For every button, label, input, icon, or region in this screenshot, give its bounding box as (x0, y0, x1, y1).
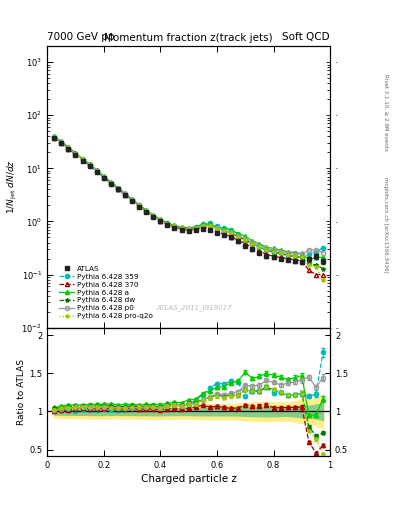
Text: mcplots.cern.ch [arXiv:1306.3436]: mcplots.cern.ch [arXiv:1306.3436] (383, 178, 388, 273)
Legend: ATLAS, Pythia 6.428 359, Pythia 6.428 370, Pythia 6.428 a, Pythia 6.428 dw, Pyth: ATLAS, Pythia 6.428 359, Pythia 6.428 37… (57, 264, 155, 321)
Y-axis label: Ratio to ATLAS: Ratio to ATLAS (17, 359, 26, 424)
Text: 7000 GeV pp: 7000 GeV pp (47, 32, 115, 42)
X-axis label: Charged particle z: Charged particle z (141, 474, 237, 484)
Y-axis label: $1/N_\mathsf{jet}\ dN/dz$: $1/N_\mathsf{jet}\ dN/dz$ (6, 159, 19, 215)
Text: Rivet 3.1.10, ≥ 2.9M events: Rivet 3.1.10, ≥ 2.9M events (383, 74, 388, 151)
Title: Momentum fraction z(track jets): Momentum fraction z(track jets) (104, 33, 273, 42)
Text: Soft QCD: Soft QCD (283, 32, 330, 42)
Text: ATLAS_2011_I919017: ATLAS_2011_I919017 (156, 304, 232, 311)
